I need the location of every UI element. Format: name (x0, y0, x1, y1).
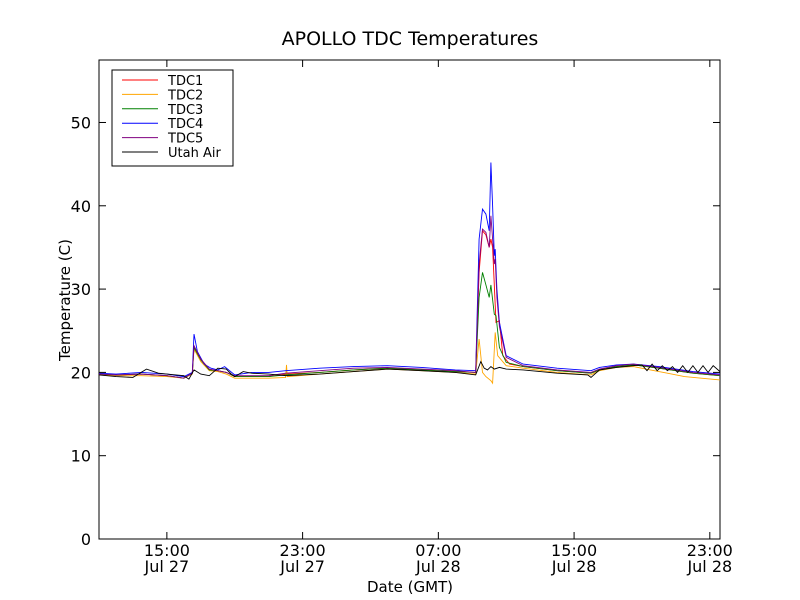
legend-label: TDC5 (167, 132, 203, 147)
legend-label: Utah Air (168, 146, 221, 161)
series-layer (99, 162, 720, 385)
x-tick-label-time: 15:00 (144, 541, 190, 560)
y-tick-label: 0 (81, 530, 91, 549)
y-tick-label: 40 (71, 197, 91, 216)
y-tick-label: 20 (71, 363, 91, 382)
x-tick-label-date: Jul 27 (279, 557, 325, 576)
y-tick-label: 50 (71, 113, 91, 132)
series-line-tdc5 (99, 215, 720, 379)
x-tick-label-date: Jul 28 (415, 557, 461, 576)
chart-title: APOLLO TDC Temperatures (282, 28, 539, 50)
x-tick-label-date: Jul 28 (686, 557, 732, 576)
x-tick-label-time: 07:00 (415, 541, 461, 560)
x-tick-label-date: Jul 27 (143, 557, 189, 576)
y-tick-label: 30 (71, 280, 91, 299)
x-tick-label-date: Jul 28 (551, 557, 597, 576)
x-tick-label-time: 23:00 (280, 541, 326, 560)
legend-label: TDC3 (167, 103, 203, 118)
y-tick-label: 10 (71, 447, 91, 466)
series-line-utah-air (99, 360, 720, 380)
legend-box (111, 69, 234, 167)
legend-label: TDC1 (167, 74, 203, 89)
legend-label: TDC2 (167, 88, 203, 103)
x-axis-label: Date (GMT) (367, 578, 453, 596)
x-tick-label-time: 23:00 (687, 541, 733, 560)
legend-label: TDC4 (167, 117, 203, 132)
x-tick-label-time: 15:00 (551, 541, 597, 560)
y-axis-label: Temperature (C) (56, 239, 74, 362)
